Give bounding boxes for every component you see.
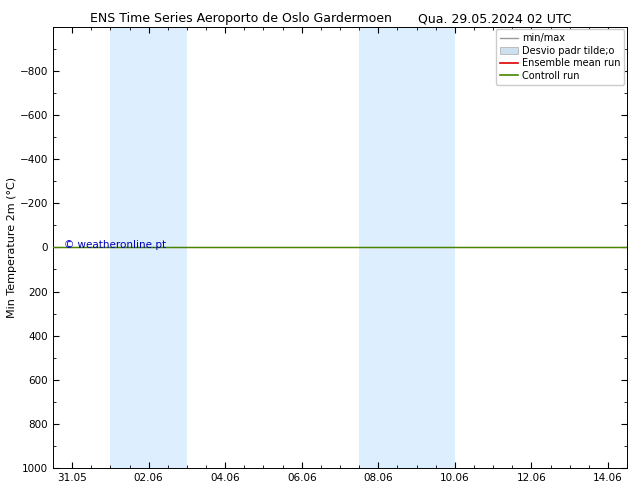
- Legend: min/max, Desvio padr tilde;o, Ensemble mean run, Controll run: min/max, Desvio padr tilde;o, Ensemble m…: [496, 29, 624, 85]
- Text: Qua. 29.05.2024 02 UTC: Qua. 29.05.2024 02 UTC: [418, 12, 571, 25]
- Text: ENS Time Series Aeroporto de Oslo Gardermoen: ENS Time Series Aeroporto de Oslo Garder…: [90, 12, 392, 25]
- Bar: [359, 26, 455, 468]
- Bar: [110, 26, 187, 468]
- Y-axis label: Min Temperature 2m (°C): Min Temperature 2m (°C): [7, 177, 17, 318]
- Text: © weatheronline.pt: © weatheronline.pt: [65, 240, 167, 250]
